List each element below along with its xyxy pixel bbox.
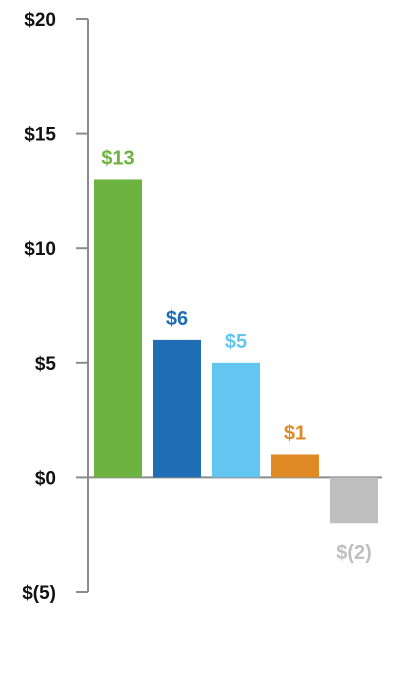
bar-data-label: $(2) xyxy=(336,542,372,564)
bar-data-label: $13 xyxy=(101,147,134,169)
bar xyxy=(271,454,319,478)
label-layer: $13 $6 $5 $1 $(2) xyxy=(101,147,371,564)
axis-layer: $20 $15 $10 $5 $0 $(5) xyxy=(22,10,382,604)
y-tick-label: $0 xyxy=(35,468,56,489)
bar-data-label: $6 xyxy=(166,308,188,330)
bar-data-label: $5 xyxy=(225,331,247,353)
bar-layer xyxy=(94,179,378,524)
bar-data-label: $1 xyxy=(284,422,306,444)
y-tick-label: $10 xyxy=(24,239,56,260)
y-tick-label: $5 xyxy=(35,354,57,375)
bar xyxy=(94,179,142,478)
bar xyxy=(330,477,378,524)
y-tick-label: $20 xyxy=(24,10,56,31)
bar xyxy=(212,362,260,478)
bar xyxy=(153,339,201,478)
y-tick-label: $15 xyxy=(24,125,56,146)
y-tick-label: $(5) xyxy=(22,583,56,604)
